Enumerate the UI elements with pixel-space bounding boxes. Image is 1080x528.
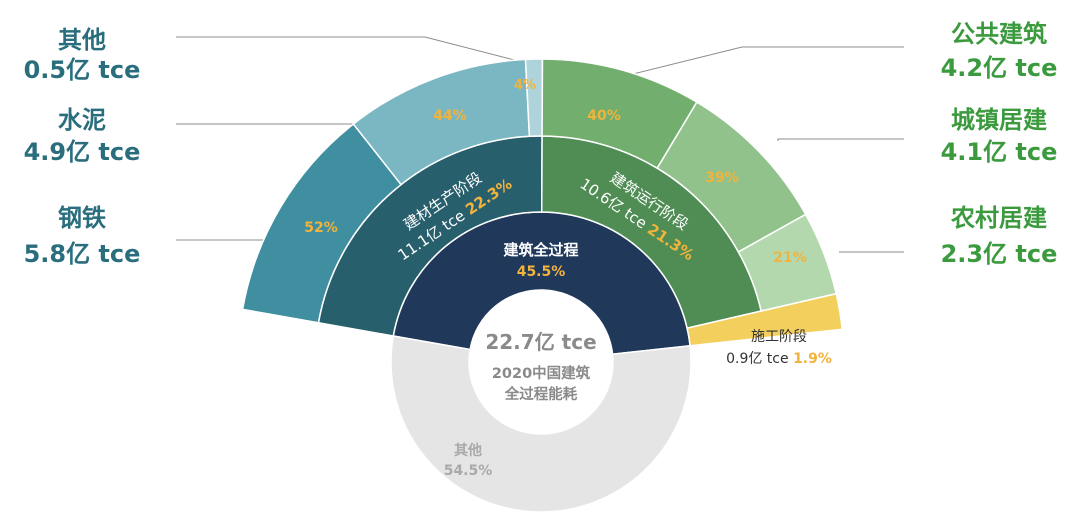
leader-line-cement [176,123,361,128]
callout-urban-name: 城镇居建 [951,106,1047,134]
sunburst-segments [241,58,844,513]
center-caption-line1: 2020中国建筑 [492,364,591,382]
ring3-pct-material-other: 4% [514,78,536,93]
center-label: 22.7亿 tce 2020中国建筑 全过程能耗 [485,330,596,403]
callout-public-amount: 4.2亿 tce [941,54,1058,82]
callout-steel-name: 钢铁 [58,204,106,232]
ring1-pct-whole-process: 45.5% [517,264,566,280]
left-callouts: 其他 0.5亿 tce 水泥 4.9亿 tce 钢铁 5.8亿 tce [24,26,141,268]
ring3-pct-cement: 44% [433,108,467,124]
ring3-segment-rural [737,213,838,312]
callout-steel-amount: 5.8亿 tce [24,240,141,268]
ring3-pct-public: 40% [587,108,621,124]
callout-rural-name: 农村居建 [950,204,1047,232]
ring1-labels: 建筑全过程 45.5% 其他 54.5% [444,241,579,479]
right-callouts: 公共建筑 4.2亿 tce 城镇居建 4.1亿 tce 农村居建 2.3亿 tc… [941,20,1058,268]
ring1-segment-other [390,335,692,513]
leader-line-material-other [176,36,531,65]
svg-text:0.9亿 tce 1.9: 0.9亿 tce 1.9% [726,351,832,367]
callout-urban-amount: 4.1亿 tce [941,138,1058,166]
callout-cement-name: 水泥 [58,106,106,134]
leader-lines [176,36,904,253]
ring3-pct-labels: 52% 44% 4% 40% 39% 21% [304,78,807,266]
ring1-label-whole-process: 建筑全过程 [503,241,578,259]
ring2-construction-label: 施工阶段 0.9亿 tce 1.9% [726,329,832,367]
callout-material-other-name: 其他 [58,26,106,54]
callout-public-name: 公共建筑 [951,20,1047,48]
ring3-pct-urban: 39% [705,170,739,186]
ring2-segment-construction [686,292,844,347]
ring1-pct-other: 54.5% [444,463,493,479]
ring3-pct-rural: 21% [773,250,807,266]
ring2-construction-amount: 0.9亿 tce [726,351,789,367]
ring3-pct-steel: 52% [304,220,338,236]
callout-rural-amount: 2.3亿 tce [941,240,1058,268]
ring2-construction-stage-name: 施工阶段 [751,329,807,345]
center-caption-line2: 全过程能耗 [504,385,578,403]
ring1-label-other: 其他 [454,442,482,459]
callout-material-other-amount: 0.5亿 tce [24,56,141,84]
callout-cement-amount: 4.9亿 tce [24,138,141,166]
center-total: 22.7亿 tce [485,330,596,354]
ring2-construction-pct: 1.9% [793,351,832,367]
leader-line-urban [777,138,904,141]
leader-line-public [624,46,904,77]
